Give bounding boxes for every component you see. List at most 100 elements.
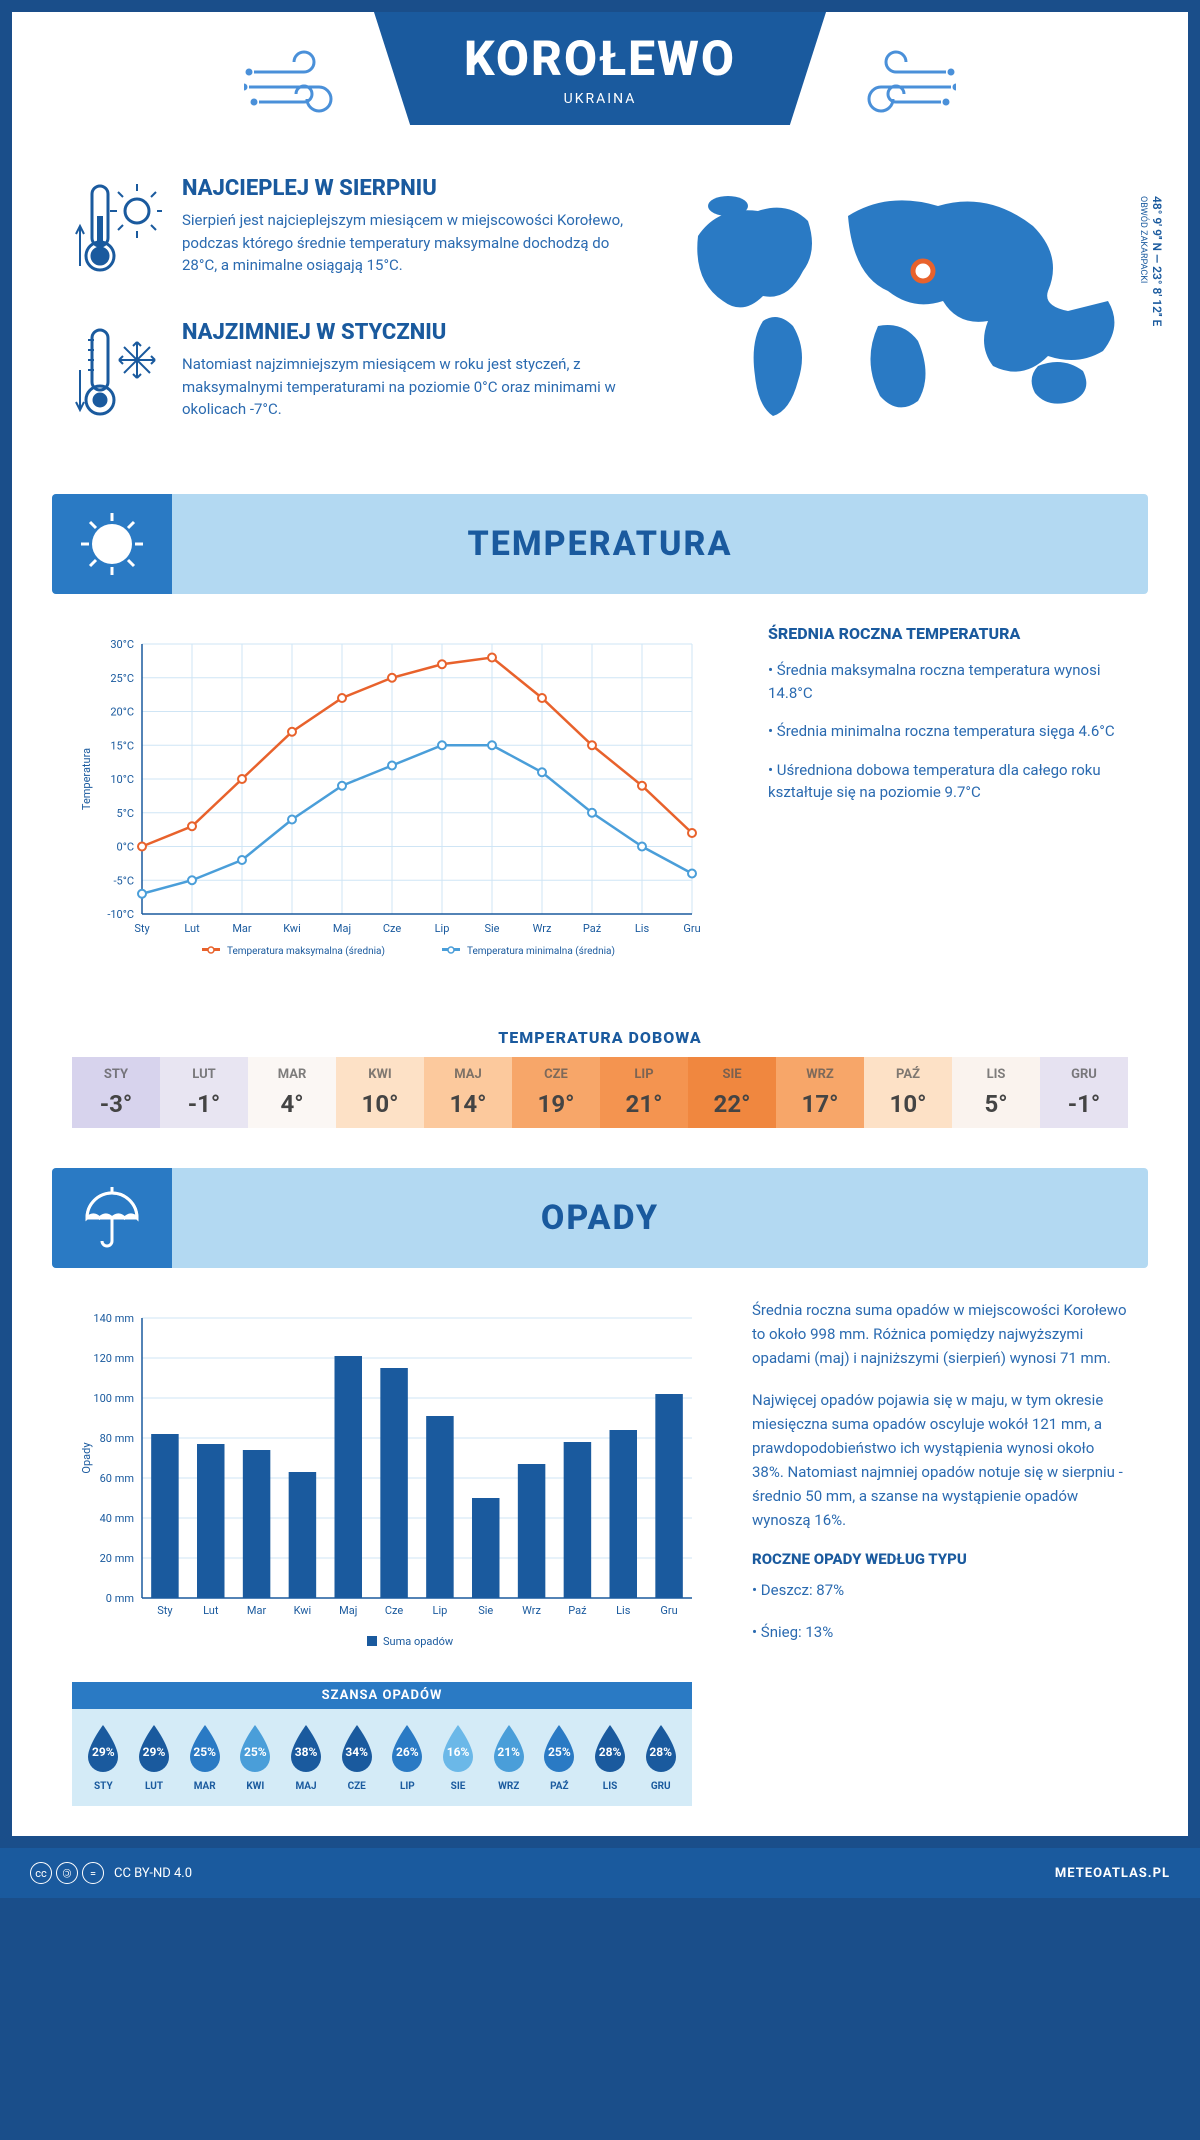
chance-value: 34%	[336, 1745, 378, 1759]
temp-strip-cell: PAŹ10°	[864, 1057, 952, 1128]
chance-month: MAR	[179, 1781, 230, 1792]
warmest-block: NAJCIEPLEJ W SIERPNIU Sierpień jest najc…	[72, 176, 628, 290]
strip-value: 21°	[600, 1090, 688, 1118]
svg-text:5°C: 5°C	[117, 807, 134, 820]
title-banner: KOROŁEWO UKRAINA	[374, 12, 826, 125]
strip-month: WRZ	[776, 1067, 864, 1082]
temp-strip-cell: GRU-1°	[1040, 1057, 1128, 1128]
strip-value: 10°	[336, 1090, 424, 1118]
strip-value: 4°	[248, 1090, 336, 1118]
svg-text:Kwi: Kwi	[283, 922, 301, 935]
rain-by-type-snow: • Śnieg: 13%	[752, 1620, 1128, 1644]
coldest-block: NAJZIMNIEJ W STYCZNIU Natomiast najzimni…	[72, 320, 628, 434]
chance-value: 25%	[184, 1745, 226, 1759]
drop-icon: 25%	[538, 1723, 580, 1775]
chance-month: LIS	[585, 1781, 636, 1792]
svg-text:Sty: Sty	[134, 922, 150, 935]
rain-chance-cell: 29% STY	[78, 1723, 129, 1792]
chance-value: 29%	[133, 1745, 175, 1759]
chance-month: LUT	[129, 1781, 180, 1792]
strip-month: STY	[72, 1067, 160, 1082]
drop-icon: 25%	[184, 1723, 226, 1775]
svg-text:Lis: Lis	[616, 1604, 631, 1617]
chance-month: STY	[78, 1781, 129, 1792]
temp-strip-cell: LUT-1°	[160, 1057, 248, 1128]
license-text: CC BY-ND 4.0	[114, 1866, 192, 1881]
svg-text:Paź: Paź	[583, 922, 602, 935]
region-label: OBWÓD ZAKARPACKI	[1138, 196, 1148, 283]
temp-strip-cell: STY -3°	[72, 1057, 160, 1128]
temperature-summary: ŚREDNIA ROCZNA TEMPERATURA • Średnia mak…	[768, 624, 1128, 988]
rain-chance-strip: SZANSA OPADÓW 29% STY 29% LUT 25% MAR 25…	[72, 1682, 692, 1806]
svg-text:Lut: Lut	[203, 1604, 219, 1617]
svg-text:Lis: Lis	[635, 922, 650, 935]
strip-value: -3°	[72, 1090, 160, 1118]
chance-value: 26%	[386, 1745, 428, 1759]
strip-month: LIS	[952, 1067, 1040, 1082]
chance-value: 28%	[589, 1745, 631, 1759]
sun-icon	[52, 494, 172, 594]
temp-strip-cell: SIE22°	[688, 1057, 776, 1128]
svg-text:Wrz: Wrz	[533, 922, 552, 935]
avg-temp-bullet: • Średnia maksymalna roczna temperatura …	[768, 659, 1128, 704]
svg-text:100 mm: 100 mm	[93, 1392, 134, 1405]
svg-text:Kwi: Kwi	[294, 1604, 312, 1617]
rain-chance-cell: 34% CZE	[331, 1723, 382, 1792]
rain-by-type-heading: ROCZNE OPADY WEDŁUG TYPU	[752, 1550, 1128, 1568]
svg-text:Lip: Lip	[435, 922, 450, 935]
svg-text:Mar: Mar	[247, 1604, 267, 1617]
strip-value: 5°	[952, 1090, 1040, 1118]
chance-month: CZE	[331, 1781, 382, 1792]
rain-title: OPADY	[172, 1198, 1148, 1238]
page-title: KOROŁEWO	[464, 30, 736, 87]
svg-text:Wrz: Wrz	[522, 1604, 541, 1617]
rain-chance-cell: 21% WRZ	[483, 1723, 534, 1792]
warmest-heading: NAJCIEPLEJ W SIERPNIU	[182, 176, 628, 201]
drop-icon: 29%	[82, 1723, 124, 1775]
drop-icon: 29%	[133, 1723, 175, 1775]
rain-chance-cell: 28% LIS	[585, 1723, 636, 1792]
temp-strip-cell: WRZ17°	[776, 1057, 864, 1128]
drop-icon: 28%	[589, 1723, 631, 1775]
svg-text:25°C: 25°C	[110, 672, 134, 685]
cc-icon: cc	[30, 1862, 52, 1884]
temperature-title: TEMPERATURA	[172, 524, 1148, 564]
svg-text:Cze: Cze	[385, 1604, 404, 1617]
page-subtitle: UKRAINA	[464, 91, 736, 107]
drop-icon: 16%	[437, 1723, 479, 1775]
rain-text: Najwięcej opadów pojawia się w maju, w t…	[752, 1388, 1128, 1532]
rain-chance-cell: 25% MAR	[179, 1723, 230, 1792]
rain-chance-cell: 25% KWI	[230, 1723, 281, 1792]
cc-by-icon: 🄯	[56, 1862, 78, 1884]
chance-value: 29%	[82, 1745, 124, 1759]
coldest-heading: NAJZIMNIEJ W STYCZNIU	[182, 320, 628, 345]
svg-text:Sie: Sie	[484, 922, 499, 935]
chance-month: KWI	[230, 1781, 281, 1792]
wind-swirl-icon	[244, 42, 374, 136]
chance-month: SIE	[433, 1781, 484, 1792]
temp-strip-cell: CZE19°	[512, 1057, 600, 1128]
chance-month: WRZ	[483, 1781, 534, 1792]
footer: cc 🄯 = CC BY-ND 4.0 METEOATLAS.PL	[0, 1848, 1200, 1898]
strip-value: 14°	[424, 1090, 512, 1118]
drop-icon: 26%	[386, 1723, 428, 1775]
chance-value: 21%	[488, 1745, 530, 1759]
warmest-text: Sierpień jest najcieplejszym miesiącem w…	[182, 209, 628, 277]
daily-temp-title: TEMPERATURA DOBOWA	[12, 1028, 1188, 1047]
rain-chance-title: SZANSA OPADÓW	[72, 1682, 692, 1709]
wind-swirl-icon	[826, 42, 956, 136]
chance-month: PAŹ	[534, 1781, 585, 1792]
svg-text:10°C: 10°C	[110, 773, 134, 786]
rain-text: Średnia roczna suma opadów w miejscowośc…	[752, 1298, 1128, 1370]
rain-chance-cell: 25% PAŹ	[534, 1723, 585, 1792]
svg-text:15°C: 15°C	[110, 739, 134, 752]
strip-value: -1°	[160, 1090, 248, 1118]
svg-text:Gru: Gru	[683, 922, 700, 935]
site-name: METEOATLAS.PL	[1055, 1866, 1170, 1881]
svg-text:Sie: Sie	[478, 1604, 493, 1617]
temperature-chart: -10°C-5°C0°C5°C10°C15°C20°C25°C30°CStyLu…	[72, 624, 728, 988]
svg-text:Opady: Opady	[80, 1442, 93, 1474]
rain-summary: Średnia roczna suma opadów w miejscowośc…	[752, 1298, 1128, 1662]
svg-text:Mar: Mar	[232, 922, 252, 935]
rain-chance-cell: 26% LIP	[382, 1723, 433, 1792]
